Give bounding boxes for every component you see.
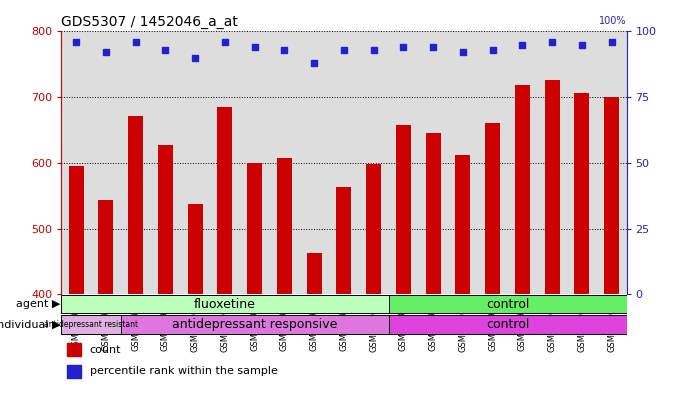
Point <box>428 44 439 50</box>
Point <box>130 39 141 45</box>
Bar <box>158 145 173 294</box>
Point <box>517 41 528 48</box>
Bar <box>575 92 589 294</box>
Bar <box>456 155 471 294</box>
Bar <box>67 343 81 356</box>
Point <box>71 39 82 45</box>
Bar <box>188 204 203 294</box>
Point <box>368 47 379 53</box>
Point <box>249 44 260 50</box>
Text: agent ▶: agent ▶ <box>16 299 61 309</box>
Bar <box>99 200 113 294</box>
Text: 100%: 100% <box>599 16 627 26</box>
Bar <box>69 166 84 294</box>
Bar <box>389 316 627 334</box>
Text: count: count <box>90 345 121 355</box>
Point <box>487 47 498 53</box>
Bar <box>485 123 500 294</box>
Bar <box>336 187 351 294</box>
Bar <box>389 295 627 313</box>
Text: percentile rank within the sample: percentile rank within the sample <box>90 366 277 376</box>
Bar <box>426 133 441 294</box>
Bar <box>61 316 121 334</box>
Bar <box>128 116 143 294</box>
Text: control: control <box>486 298 529 311</box>
Bar <box>277 158 292 294</box>
Bar <box>217 107 232 294</box>
Bar <box>247 163 262 294</box>
Bar <box>515 85 530 294</box>
Bar <box>121 316 389 334</box>
Point <box>190 55 201 61</box>
Point <box>398 44 409 50</box>
Point <box>160 47 171 53</box>
Point <box>219 39 230 45</box>
Text: fluoxetine: fluoxetine <box>194 298 256 311</box>
Bar <box>604 97 619 294</box>
Text: antidepressant responsive: antidepressant responsive <box>172 318 337 331</box>
Text: control: control <box>486 318 529 331</box>
Bar <box>396 125 411 294</box>
Point <box>576 41 587 48</box>
Point <box>458 49 469 55</box>
Point <box>308 60 319 66</box>
Text: individual ▶: individual ▶ <box>0 320 61 329</box>
Point <box>606 39 617 45</box>
Point <box>338 47 349 53</box>
Bar <box>67 365 81 378</box>
Point <box>279 47 290 53</box>
Bar <box>306 253 321 294</box>
Bar <box>545 80 560 294</box>
Bar <box>61 295 389 313</box>
Point <box>101 49 112 55</box>
Bar <box>366 164 381 294</box>
Point <box>547 39 558 45</box>
Text: GDS5307 / 1452046_a_at: GDS5307 / 1452046_a_at <box>61 15 238 29</box>
Text: antidepressant resistant: antidepressant resistant <box>44 320 138 329</box>
